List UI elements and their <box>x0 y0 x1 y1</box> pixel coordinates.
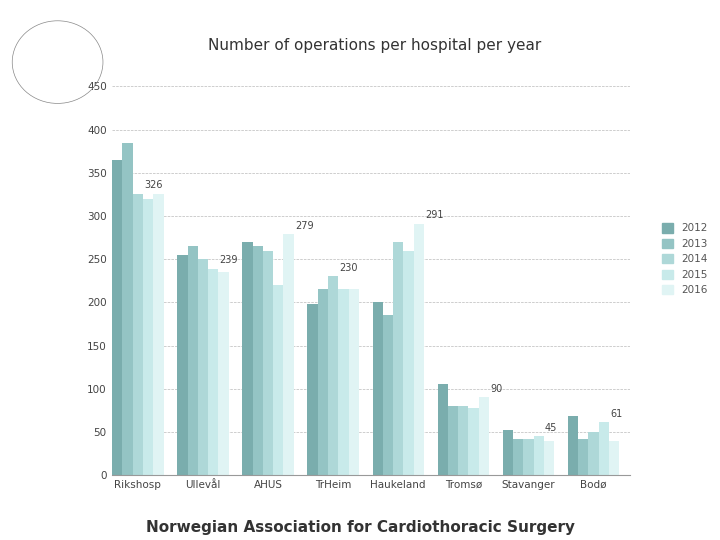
Legend: 2012, 2013, 2014, 2015, 2016: 2012, 2013, 2014, 2015, 2016 <box>662 223 708 295</box>
Bar <box>403 251 413 475</box>
Bar <box>598 422 609 475</box>
Bar <box>469 408 479 475</box>
Text: 230: 230 <box>339 263 358 273</box>
Bar <box>187 246 198 475</box>
Bar <box>413 224 424 475</box>
Bar <box>383 315 393 475</box>
Bar <box>544 441 554 475</box>
Bar <box>479 397 489 475</box>
Bar <box>503 430 513 475</box>
Bar <box>588 432 598 475</box>
Bar <box>372 302 383 475</box>
Bar <box>458 406 469 475</box>
Bar <box>534 436 544 475</box>
Bar <box>609 441 619 475</box>
Bar <box>122 143 132 475</box>
Bar <box>348 289 359 475</box>
Bar <box>523 439 534 475</box>
Text: 279: 279 <box>295 221 313 231</box>
Bar <box>328 276 338 475</box>
Bar <box>338 289 348 475</box>
Bar <box>177 255 187 475</box>
Text: Norwegian Association for Cardiothoracic Surgery: Norwegian Association for Cardiothoracic… <box>145 519 575 535</box>
Text: 45: 45 <box>545 423 557 433</box>
Bar <box>198 259 208 475</box>
Text: 61: 61 <box>610 409 622 419</box>
Bar <box>153 193 163 475</box>
Text: 291: 291 <box>425 210 444 220</box>
Bar <box>318 289 328 475</box>
Text: 90: 90 <box>490 384 503 394</box>
Bar <box>307 304 318 475</box>
Bar <box>208 269 218 475</box>
Bar <box>393 242 403 475</box>
Bar <box>438 384 448 475</box>
Bar <box>132 193 143 475</box>
Bar <box>284 234 294 475</box>
Text: 326: 326 <box>144 180 163 190</box>
Bar <box>578 439 588 475</box>
Bar <box>448 406 458 475</box>
Text: 239: 239 <box>220 255 238 265</box>
Bar <box>243 242 253 475</box>
Bar <box>112 160 122 475</box>
Bar <box>218 272 229 475</box>
Bar <box>143 199 153 475</box>
Bar <box>253 246 263 475</box>
Text: Number of operations per hospital per year: Number of operations per hospital per ye… <box>208 38 541 53</box>
Bar <box>513 439 523 475</box>
Bar <box>568 416 578 475</box>
Bar <box>273 285 284 475</box>
Bar <box>263 251 273 475</box>
